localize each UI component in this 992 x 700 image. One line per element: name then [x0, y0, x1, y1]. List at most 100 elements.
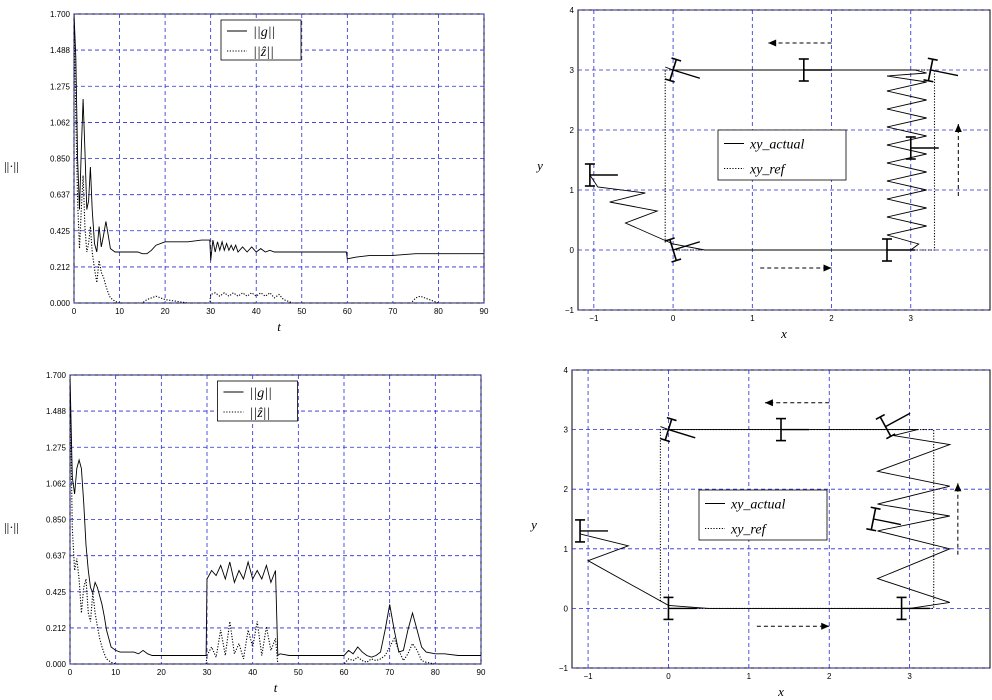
pose-cap — [923, 79, 934, 83]
y-tick-label: 3 — [564, 426, 569, 435]
pose-heading — [930, 69, 959, 77]
y-tick-label: 0.000 — [46, 660, 67, 669]
pose-cap — [927, 57, 938, 61]
xy-plot-bottom: −1 0 1 2 3 −1 0 1 2 3 4 x y xy_actual xy_ref — [529, 366, 991, 699]
x-tick-label: 40 — [252, 307, 261, 316]
x-tick-label: 30 — [203, 668, 212, 677]
y-tick-label: 0 — [564, 604, 569, 613]
legend-box — [717, 129, 847, 181]
pose-marker — [875, 412, 911, 440]
pose-marker — [882, 238, 915, 262]
pose-marker — [664, 237, 701, 263]
legend-entry-label: ||g|| — [250, 386, 272, 401]
x-tick-label: 30 — [206, 307, 215, 316]
x-tick-label: 0 — [72, 307, 77, 316]
legend-entry-label: ||g|| — [253, 25, 275, 40]
x-tick-label: 3 — [907, 672, 912, 681]
legend-entry-label: xy_actual — [730, 498, 786, 513]
x-tick-label: 80 — [434, 307, 443, 316]
series-line-dotted — [659, 429, 935, 609]
y-tick-label: 1.275 — [46, 443, 67, 452]
y-tick-label: 0.637 — [46, 552, 67, 561]
x-tick-label: 3 — [909, 314, 914, 323]
x-axis-label: x — [777, 684, 784, 699]
pose-cap — [875, 413, 886, 421]
x-tick-label: 40 — [248, 668, 257, 677]
pose-cap — [671, 258, 682, 263]
pose-marker — [923, 57, 959, 83]
x-tick-label: 80 — [431, 668, 440, 677]
y-tick-label: 0.425 — [50, 227, 71, 236]
pose-marker — [798, 58, 832, 82]
x-tick-label: 2 — [827, 672, 832, 681]
x-tick-label: 50 — [297, 307, 306, 316]
y-tick-label: 0.212 — [50, 263, 71, 272]
y-tick-label: −1 — [559, 664, 569, 673]
direction-arrowhead — [954, 483, 962, 492]
pose-heading — [668, 428, 696, 439]
pose-cap — [664, 78, 675, 83]
legend-entry-label: xy_actual — [749, 138, 805, 153]
y-axis-label: ||·|| — [4, 159, 19, 174]
x-tick-label: 2 — [829, 314, 834, 323]
legend-box — [220, 19, 302, 61]
x-tick-label: 1 — [750, 314, 755, 323]
pose-cap — [664, 237, 675, 242]
pose-marker — [905, 136, 939, 160]
legend-entry-label: xy_ref — [730, 523, 768, 538]
x-tick-label: 60 — [340, 668, 349, 677]
y-tick-label: 2 — [570, 126, 575, 135]
x-tick-label: 90 — [480, 307, 489, 316]
x-axis-label: x — [780, 326, 787, 341]
legend-box — [698, 489, 828, 541]
pose-marker — [660, 416, 696, 443]
xy-plot-top: −1 0 1 2 3 −1 0 1 2 3 4 x y xy_actual xy_ref — [535, 6, 991, 341]
pose-heading — [885, 412, 911, 428]
direction-arrowhead — [823, 264, 832, 272]
x-tick-label: 0 — [671, 314, 676, 323]
y-tick-label: 0.000 — [50, 299, 71, 308]
y-axis-label: ||·|| — [4, 520, 19, 535]
y-tick-label: 1.700 — [50, 10, 71, 19]
x-tick-label: 50 — [294, 668, 303, 677]
x-axis-label: t — [277, 319, 281, 334]
direction-arrowhead — [954, 124, 962, 132]
pose-marker — [866, 506, 902, 532]
y-axis-label: y — [535, 158, 543, 173]
y-tick-label: 1.275 — [50, 82, 71, 91]
pose-marker — [575, 519, 609, 543]
legend-entry-label: ||ẑ|| — [253, 45, 274, 60]
y-tick-label: 0.425 — [46, 588, 67, 597]
x-tick-label: 10 — [115, 307, 124, 316]
norm-plot-bottom: 0 10 20 30 40 50 60 70 80 90 0.000 0.212 0.425 0.637 0… — [4, 371, 486, 695]
direction-arrowhead — [821, 622, 830, 630]
legend-entry-label: ||ẑ|| — [250, 406, 271, 421]
pose-marker — [896, 596, 930, 621]
pose-cap — [671, 57, 682, 62]
y-tick-label: 0.850 — [50, 155, 71, 164]
series-line-solid — [74, 14, 484, 261]
y-tick-label: 1.062 — [46, 479, 67, 488]
y-tick-label: 0.212 — [46, 624, 67, 633]
y-tick-label: 1.062 — [50, 118, 71, 127]
pose-marker — [776, 417, 809, 442]
y-axis-label: y — [529, 517, 537, 532]
direction-arrowhead — [768, 39, 777, 47]
pose-cap — [885, 433, 896, 440]
x-tick-label: 70 — [388, 307, 397, 316]
pose-cap — [666, 416, 677, 422]
pose-heading — [672, 241, 701, 251]
x-tick-label: 60 — [343, 307, 352, 316]
series-line-solid — [70, 375, 481, 658]
x-tick-label: 70 — [385, 668, 394, 677]
series-line-dotted — [664, 69, 936, 251]
y-tick-label: 2 — [564, 485, 569, 494]
x-tick-label: 1 — [747, 672, 752, 681]
pose-cap — [866, 528, 877, 532]
y-tick-label: 4 — [564, 366, 569, 375]
x-tick-label: −1 — [589, 314, 599, 323]
pose-marker — [664, 57, 701, 83]
y-tick-label: 1.700 — [46, 371, 67, 380]
norm-plot-top: 0 10 20 30 40 50 60 70 80 90 0.000 0.212 0.425 0.637 0… — [4, 10, 489, 334]
